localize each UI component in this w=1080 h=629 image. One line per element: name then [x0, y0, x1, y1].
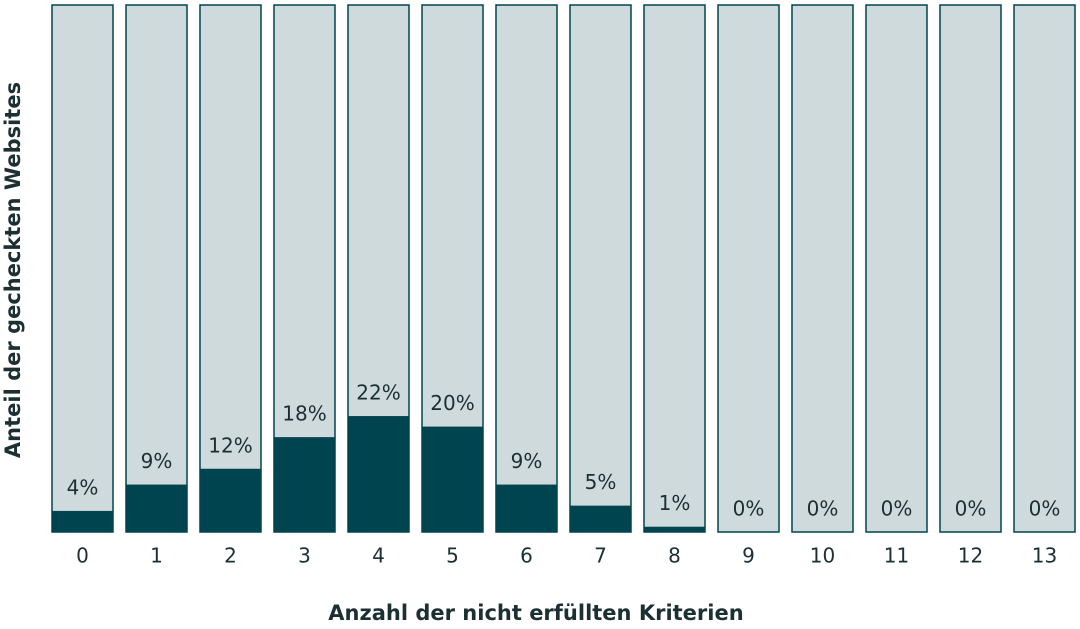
x-tick-label: 0 [76, 544, 89, 568]
bar [422, 426, 483, 532]
value-label: 0% [881, 497, 913, 521]
x-tick-label: 8 [668, 544, 681, 568]
x-tick-label: 12 [958, 544, 983, 568]
value-label: 18% [282, 402, 326, 426]
value-label: 9% [141, 449, 173, 473]
bar-track [125, 4, 188, 533]
bar [496, 484, 557, 532]
bar-track [199, 4, 262, 533]
x-tick-label: 7 [594, 544, 607, 568]
x-tick-label: 6 [520, 544, 533, 568]
x-tick-label: 4 [372, 544, 385, 568]
bar-track [791, 4, 854, 533]
bar [274, 437, 335, 532]
bar-track [1013, 4, 1076, 533]
value-label: 4% [67, 475, 99, 499]
bar-track [495, 4, 558, 533]
value-label: 5% [585, 470, 617, 494]
bar-track [569, 4, 632, 533]
x-tick-label: 1 [150, 544, 163, 568]
value-label: 20% [430, 391, 474, 415]
value-label: 22% [356, 381, 400, 405]
bar [126, 484, 187, 532]
x-tick-label: 3 [298, 544, 311, 568]
bar [570, 505, 631, 532]
value-label: 0% [733, 497, 765, 521]
x-tick-label: 10 [810, 544, 835, 568]
bar-track [51, 4, 114, 533]
y-axis-title: Anteil der gecheckten Websites [1, 82, 25, 458]
x-tick-label: 13 [1032, 544, 1057, 568]
value-label: 1% [659, 491, 691, 515]
x-tick-label: 9 [742, 544, 755, 568]
bar [348, 416, 409, 532]
value-label: 12% [208, 433, 252, 457]
bar [644, 526, 705, 532]
x-tick-label: 2 [224, 544, 237, 568]
bar-track [717, 4, 780, 533]
bar-track [865, 4, 928, 533]
bar [200, 468, 261, 532]
x-tick-label: 11 [884, 544, 909, 568]
value-label: 9% [511, 449, 543, 473]
bar-track [643, 4, 706, 533]
x-tick-label: 5 [446, 544, 459, 568]
value-label: 0% [1029, 497, 1061, 521]
bar [52, 510, 113, 532]
bar-track [939, 4, 1002, 533]
value-label: 0% [807, 497, 839, 521]
x-axis-title: Anzahl der nicht erfüllten Kriterien [328, 601, 743, 625]
value-label: 0% [955, 497, 987, 521]
